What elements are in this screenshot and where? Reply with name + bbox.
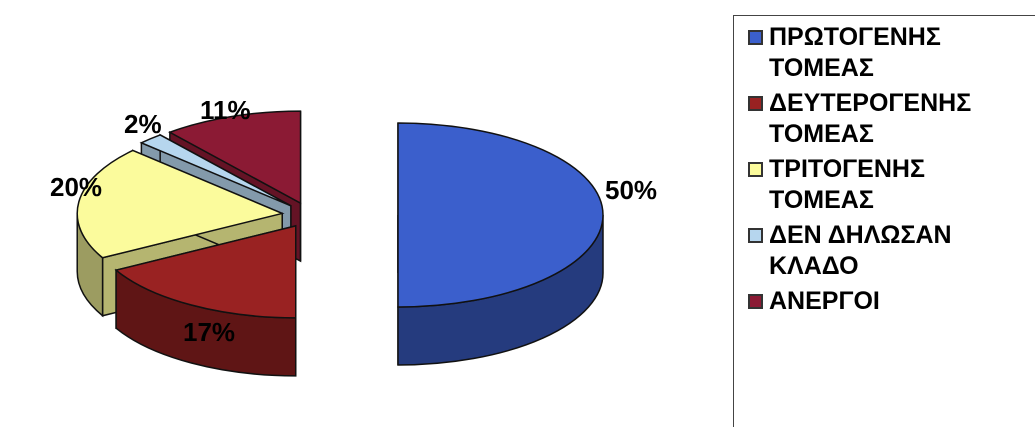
- pie-label-unemployed: 11%: [200, 95, 251, 125]
- legend-item-primary-sector: ΠΡΩΤΟΓΕΝΗΣ ΤΟΜΕΑΣ: [748, 22, 1035, 84]
- legend-item-unemployed: ΑΝΕΡΓΟΙ: [748, 286, 1035, 317]
- pie-label-not-declared: 2%: [124, 109, 162, 139]
- legend-label-tertiary-sector: ΤΡΙΤΟΓΕΝΗΣ ΤΟΜΕΑΣ: [769, 155, 925, 214]
- legend-item-tertiary-sector: ΤΡΙΤΟΓΕΝΗΣ ΤΟΜΕΑΣ: [748, 154, 1035, 216]
- pie-chart: 50% 17% 20% 2% 11%: [50, 95, 657, 377]
- legend-swatch-secondary-sector: [748, 96, 763, 111]
- pie-slice-secondary-sector: [114, 224, 297, 377]
- pie-slice-top-unemployed: [168, 110, 302, 205]
- pie-slice-top-tertiary-sector: [76, 149, 285, 259]
- legend-swatch-tertiary-sector: [748, 162, 763, 177]
- chart-legend: ΠΡΩΤΟΓΕΝΗΣ ΤΟΜΕΑΣ ΔΕΥΤΕΡΟΓΕΝΗΣ ΤΟΜΕΑΣ ΤΡ…: [733, 15, 1035, 427]
- pie-slice-top-not-declared: [139, 134, 292, 207]
- pie-label-primary-sector: 50%: [605, 175, 657, 205]
- pie-label-tertiary-sector: 20%: [50, 172, 102, 202]
- legend-item-not-declared: ΔΕΝ ΔΗΛΩΣΑΝ ΚΛΑΔΟ: [748, 220, 1035, 282]
- legend-label-secondary-sector: ΔΕΥΤΕΡΟΓΕΝΗΣ ΤΟΜΕΑΣ: [769, 89, 972, 148]
- pie-label-secondary-sector: 17%: [183, 317, 235, 347]
- legend-label-not-declared: ΔΕΝ ΔΗΛΩΣΑΝ ΚΛΑΔΟ: [769, 221, 952, 280]
- legend-swatch-unemployed: [748, 294, 763, 309]
- pie-slice-primary-sector: [397, 122, 604, 366]
- legend-swatch-not-declared: [748, 228, 763, 243]
- pie-slice-top-primary-sector: [397, 122, 604, 308]
- legend-item-secondary-sector: ΔΕΥΤΕΡΟΓΕΝΗΣ ΤΟΜΕΑΣ: [748, 88, 1035, 150]
- pie-slice-top-secondary-sector: [114, 224, 297, 319]
- legend-label-unemployed: ΑΝΕΡΓΟΙ: [769, 287, 880, 315]
- legend-label-primary-sector: ΠΡΩΤΟΓΕΝΗΣ ΤΟΜΕΑΣ: [769, 23, 941, 82]
- legend-swatch-primary-sector: [748, 30, 763, 45]
